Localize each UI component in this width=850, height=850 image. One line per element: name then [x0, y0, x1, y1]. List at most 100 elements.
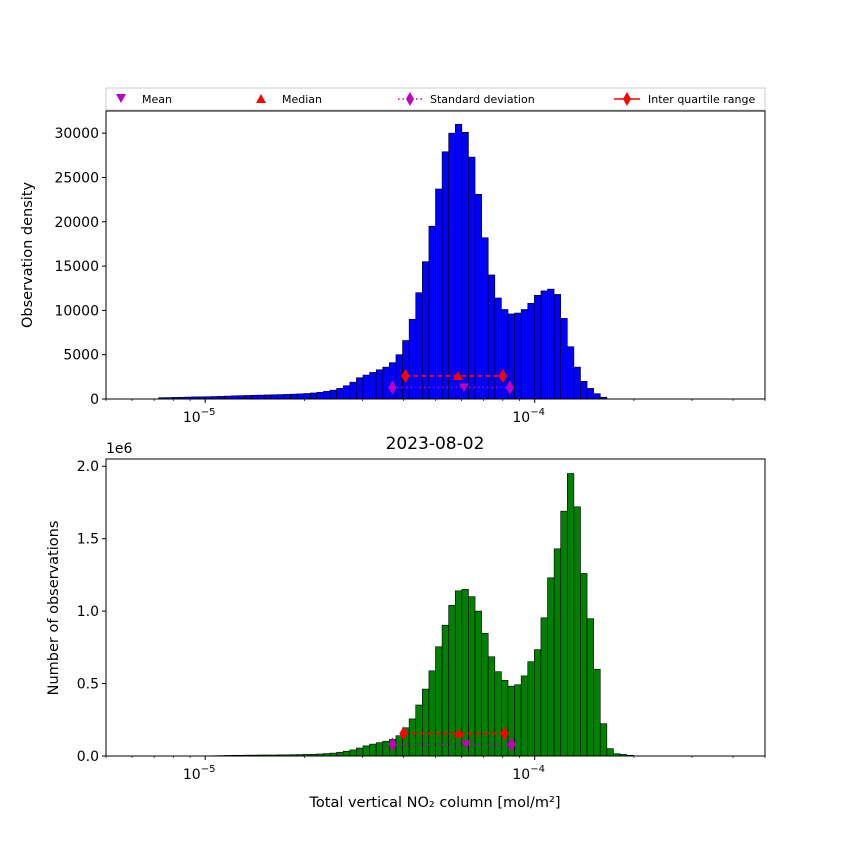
y-tick-label: 2.0 — [77, 459, 99, 475]
std-marker — [388, 380, 397, 395]
histogram-bar — [362, 374, 370, 400]
histogram-bar — [237, 395, 245, 400]
legend-frame — [105, 87, 766, 111]
histogram-bar — [580, 380, 588, 400]
top-x-axis: 10−5 10−4 — [105, 399, 766, 426]
histogram-bar — [606, 748, 614, 757]
legend-std-label: Standard deviation — [430, 93, 535, 106]
histogram-bar — [270, 394, 278, 400]
histogram-bar — [382, 740, 390, 757]
histogram-bar — [593, 393, 601, 400]
histogram-bar — [573, 506, 581, 757]
histogram-bar — [527, 661, 535, 757]
histogram-bar — [514, 684, 522, 757]
histogram-bar — [560, 510, 568, 757]
histogram-bar — [323, 391, 331, 400]
histogram-bar — [422, 261, 430, 400]
legend-iqr-marker — [623, 92, 631, 106]
histogram-bar — [263, 394, 272, 400]
histogram-bar — [593, 668, 601, 757]
top-y-axis-label: Observation density — [20, 182, 36, 328]
top-histogram-bars — [158, 123, 608, 400]
y-tick-label: 0.5 — [77, 677, 99, 693]
histogram-bar — [257, 394, 265, 400]
histogram-bar — [534, 295, 542, 400]
histogram-bar — [441, 624, 449, 757]
histogram-bar — [356, 747, 364, 757]
y-tick-label: 25000 — [54, 170, 99, 186]
std-marker — [507, 737, 516, 752]
histogram-bar — [309, 392, 318, 400]
histogram-bar — [362, 745, 370, 757]
iqr-marker — [498, 368, 507, 383]
bottom-y-axis-label: Number of observations — [46, 521, 62, 696]
histogram-bar — [520, 309, 529, 400]
histogram-bar — [494, 671, 502, 757]
histogram-bar — [290, 393, 298, 400]
histogram-bar — [527, 302, 535, 400]
histogram-bar — [586, 388, 594, 400]
legend-entry-median: Median — [256, 93, 322, 106]
histogram-bar — [468, 156, 476, 400]
histogram-bar — [566, 473, 575, 757]
y-tick-label: 0 — [90, 392, 99, 408]
bottom-panel-title: 2023-08-02 — [386, 434, 485, 454]
legend-entry-iqr: Inter quartile range — [614, 92, 755, 106]
iqr-marker — [401, 368, 410, 383]
histogram-bar — [586, 618, 594, 757]
histogram-bar — [336, 388, 344, 400]
x-tick-label: 10−5 — [183, 764, 216, 783]
histogram-bar — [244, 395, 252, 400]
legend: Mean Median Standard deviation Inter qua… — [105, 87, 766, 111]
histogram-bar — [540, 290, 548, 400]
histogram-bar — [481, 237, 489, 400]
bottom-panel: 2023-08-02 0.0 0.5 1.0 1.5 2.0 10−5 10−4 Numb… — [46, 434, 766, 811]
histogram-bar — [349, 381, 357, 400]
histogram-bar — [435, 188, 443, 400]
legend-iqr-label: Inter quartile range — [648, 93, 755, 106]
bottom-x-axis-label: Total vertical NO₂ column [mol/m²] — [309, 795, 561, 811]
x-tick-label: 10−4 — [512, 764, 545, 783]
histogram-bar — [316, 391, 324, 400]
histogram-bar — [448, 132, 456, 400]
histogram-bar — [408, 318, 417, 400]
median-marker — [454, 728, 465, 738]
y-tick-label: 0.0 — [77, 749, 99, 765]
y-tick-label: 5000 — [63, 348, 99, 364]
histogram-bar — [415, 704, 423, 757]
histogram-bar — [329, 389, 337, 400]
histogram-bar — [580, 573, 588, 757]
histogram-bar — [283, 394, 291, 400]
histogram-bar — [336, 751, 344, 757]
legend-entry-std: Standard deviation — [398, 92, 535, 106]
bottom-x-axis: 10−5 10−4 — [105, 756, 766, 783]
histogram-bar — [514, 312, 522, 400]
histogram-bar — [487, 274, 496, 400]
histogram-bar — [441, 151, 449, 400]
legend-std-marker — [406, 92, 414, 106]
histogram-bar — [342, 750, 351, 757]
legend-median-label: Median — [282, 93, 322, 106]
legend-mean-marker — [116, 94, 126, 103]
y-tick-label: 30000 — [54, 126, 99, 142]
histogram-bar — [342, 385, 351, 400]
histogram-bar — [375, 742, 384, 757]
histogram-bar — [369, 372, 377, 400]
histogram-bar — [553, 548, 562, 757]
histogram-bar — [468, 596, 476, 757]
top-summary-markers — [388, 368, 514, 395]
x-tick-label: 10−5 — [183, 407, 216, 426]
x-tick-label: 10−4 — [512, 407, 545, 426]
histogram-bar — [461, 589, 469, 757]
y-tick-label: 15000 — [54, 259, 99, 275]
legend-entry-mean: Mean — [116, 93, 172, 106]
histogram-bar — [428, 670, 436, 757]
y-tick-label: 20000 — [54, 215, 99, 231]
bottom-histogram-bars — [211, 473, 641, 757]
histogram-bar — [520, 675, 529, 757]
histogram-bar — [487, 656, 496, 757]
histogram-bar — [566, 346, 575, 400]
histogram-bar — [369, 743, 377, 757]
